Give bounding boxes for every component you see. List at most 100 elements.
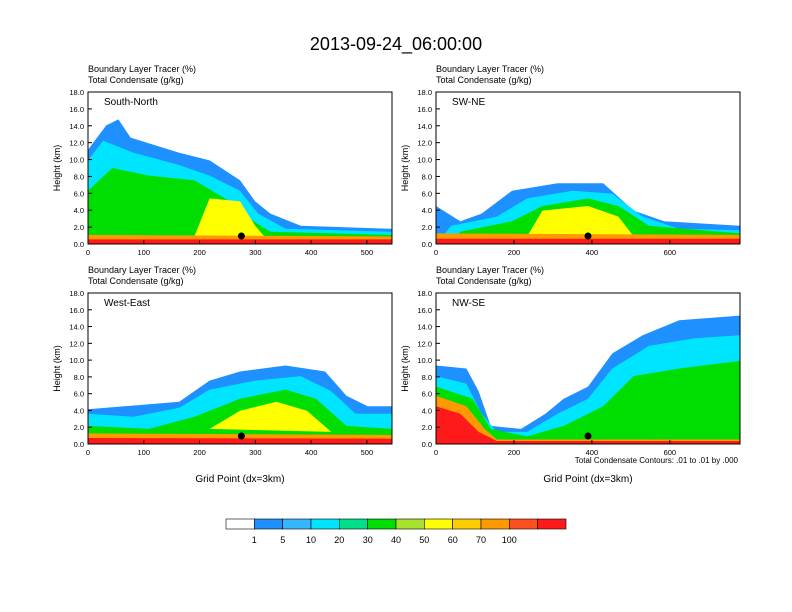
x-tick-label: 200	[193, 248, 206, 257]
x-tick-label: 500	[361, 248, 374, 257]
colorbar-label: 1	[252, 535, 257, 545]
y-axis-label: Height (km)	[400, 145, 410, 192]
colorbar-label: 20	[334, 535, 344, 545]
y-tick-label: 18.0	[69, 289, 84, 298]
colorbar-swatch	[225, 518, 255, 530]
colorbar-label: 40	[391, 535, 401, 545]
y-tick-label: 4.0	[74, 206, 84, 215]
tracer-layer-5	[88, 438, 392, 444]
y-tick-label: 6.0	[422, 390, 432, 399]
y-tick-label: 14.0	[69, 323, 84, 332]
tracer-field	[88, 119, 392, 244]
panel-nw-se: Boundary Layer Tracer (%)Total Condensat…	[400, 265, 741, 485]
y-tick-label: 6.0	[74, 189, 84, 198]
panel-west-east: Boundary Layer Tracer (%)Total Condensat…	[52, 265, 393, 485]
y-tick-label: 18.0	[417, 88, 432, 97]
x-axis-label: Grid Point (dx=3km)	[195, 474, 284, 485]
y-tick-label: 12.0	[69, 339, 84, 348]
panels: Boundary Layer Tracer (%)Total Condensat…	[52, 64, 741, 485]
plot-frame	[87, 292, 393, 445]
x-tick-label: 400	[305, 448, 318, 457]
x-tick-label: 200	[508, 448, 521, 457]
y-tick-label: 10.0	[417, 356, 432, 365]
location-marker	[584, 432, 592, 440]
panel-label: NW-SE	[452, 298, 485, 309]
colorbar-label: 5	[280, 535, 285, 545]
colorbar-swatch	[423, 518, 453, 530]
colorbar-label: 70	[476, 535, 486, 545]
y-tick-label: 0.0	[422, 440, 432, 449]
panel-header-condensate: Total Condensate (g/kg)	[88, 276, 184, 286]
tracer-layer-5	[436, 238, 740, 244]
x-tick-label: 0	[434, 448, 438, 457]
colorbar-swatch	[395, 518, 425, 530]
colorbar-swatch	[480, 518, 510, 530]
x-tick-label: 600	[664, 248, 677, 257]
colorbar-swatch	[310, 518, 340, 530]
y-tick-label: 12.0	[417, 139, 432, 148]
y-tick-label: 12.0	[417, 339, 432, 348]
y-tick-label: 10.0	[69, 156, 84, 165]
x-axis-label: Grid Point (dx=3km)	[543, 474, 632, 485]
colorbar-swatch	[282, 518, 312, 530]
panel-header-tracer: Boundary Layer Tracer (%)	[88, 64, 196, 74]
y-tick-label: 2.0	[422, 223, 432, 232]
location-marker	[237, 232, 245, 240]
y-tick-label: 12.0	[69, 139, 84, 148]
colorbar-swatch	[452, 518, 482, 530]
location-marker	[584, 232, 592, 240]
y-tick-label: 14.0	[417, 323, 432, 332]
plot-frame	[87, 91, 393, 245]
colorbar-label: 60	[448, 535, 458, 545]
x-tick-label: 100	[138, 448, 151, 457]
colorbar-label: 30	[363, 535, 373, 545]
x-tick-label: 300	[249, 248, 262, 257]
x-tick-label: 100	[138, 248, 151, 257]
tracer-layer-5	[88, 239, 392, 244]
x-tick-label: 300	[249, 448, 262, 457]
tracer-layer-3	[209, 401, 332, 432]
x-tick-label: 400	[586, 448, 599, 457]
x-tick-label: 500	[361, 448, 374, 457]
y-tick-label: 16.0	[417, 306, 432, 315]
x-tick-label: 200	[193, 448, 206, 457]
panel-header-condensate: Total Condensate (g/kg)	[88, 75, 184, 85]
y-tick-label: 18.0	[417, 289, 432, 298]
x-tick-label: 0	[86, 248, 90, 257]
y-tick-label: 16.0	[417, 105, 432, 114]
y-tick-label: 0.0	[422, 240, 432, 249]
y-tick-label: 6.0	[74, 390, 84, 399]
tracer-layer-3	[527, 206, 634, 237]
y-tick-label: 2.0	[422, 423, 432, 432]
y-tick-label: 18.0	[69, 88, 84, 97]
colorbar-label: 100	[502, 535, 517, 545]
plot-frame	[435, 91, 741, 245]
tracer-layer-4	[436, 406, 740, 444]
tracer-layer-3	[194, 198, 265, 237]
y-axis-label: Height (km)	[52, 145, 62, 192]
y-tick-label: 0.0	[74, 440, 84, 449]
x-tick-label: 0	[434, 248, 438, 257]
y-tick-label: 4.0	[422, 206, 432, 215]
y-axis-label: Height (km)	[52, 345, 62, 392]
colorbar-swatch	[537, 518, 567, 530]
y-tick-label: 8.0	[74, 172, 84, 181]
y-tick-label: 0.0	[74, 240, 84, 249]
panel-header-tracer: Boundary Layer Tracer (%)	[88, 265, 196, 275]
colorbar-label: 50	[419, 535, 429, 545]
x-tick-label: 0	[86, 448, 90, 457]
panel-label: West-East	[104, 298, 150, 309]
panel-label: South-North	[104, 97, 158, 108]
panel-header-condensate: Total Condensate (g/kg)	[436, 276, 532, 286]
y-tick-label: 14.0	[69, 122, 84, 131]
tracer-field	[436, 315, 740, 444]
colorbar-swatch	[367, 518, 397, 530]
contour-note: Total Condensate Contours: .01 to .01 by…	[575, 456, 739, 465]
y-tick-label: 8.0	[74, 373, 84, 382]
x-tick-label: 400	[305, 248, 318, 257]
y-tick-label: 16.0	[69, 306, 84, 315]
tracer-field	[88, 365, 392, 444]
colorbar: 1 5 10 20 30 40 50 60 70 100	[225, 518, 567, 545]
y-tick-label: 4.0	[74, 406, 84, 415]
